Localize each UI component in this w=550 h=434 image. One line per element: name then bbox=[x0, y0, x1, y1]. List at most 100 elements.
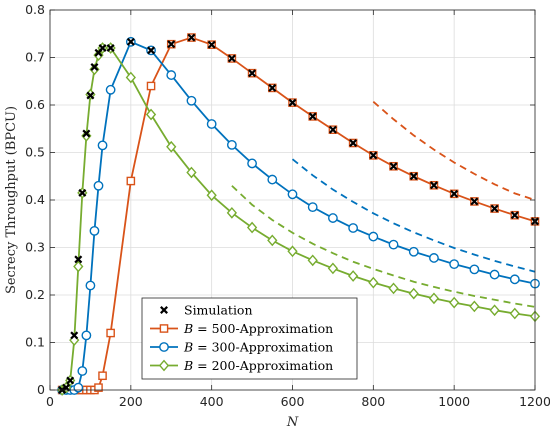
y-tick-label: 0.6 bbox=[25, 97, 45, 112]
data-point bbox=[66, 376, 75, 385]
legend: Simulation B = 500-Approximation B = 300-A… bbox=[141, 297, 358, 380]
data-point bbox=[347, 270, 359, 282]
data-point bbox=[78, 188, 87, 197]
data-point bbox=[450, 189, 459, 198]
x-tick-label: 400 bbox=[200, 394, 224, 409]
data-point bbox=[328, 213, 338, 223]
data-point bbox=[145, 108, 157, 121]
y-tick-label: 0.5 bbox=[25, 145, 45, 160]
data-point bbox=[267, 234, 278, 247]
data-point bbox=[388, 282, 399, 295]
legend-entry: B = 200-Approximation bbox=[150, 358, 333, 373]
x-tick-label: 200 bbox=[119, 394, 143, 409]
data-point bbox=[186, 166, 197, 179]
y-tick-label: 0.8 bbox=[25, 2, 45, 17]
data-point bbox=[125, 71, 136, 84]
legend-label: B = 300-Approximation bbox=[183, 340, 333, 355]
data-point bbox=[82, 129, 91, 138]
data-point bbox=[368, 276, 379, 289]
data-point bbox=[106, 44, 115, 52]
data-point bbox=[94, 383, 103, 392]
data-point bbox=[509, 274, 520, 285]
data-point bbox=[146, 81, 156, 91]
data-point bbox=[206, 119, 217, 129]
data-point bbox=[89, 63, 100, 76]
data-point bbox=[187, 33, 196, 42]
x-tick-label: 0 bbox=[46, 394, 54, 409]
data-point bbox=[81, 130, 92, 142]
data-point bbox=[409, 172, 418, 181]
data-point bbox=[98, 371, 107, 381]
x-tick-label: 1000 bbox=[438, 394, 470, 409]
series-x bbox=[58, 33, 539, 394]
legend-entry: B = 500-Approximation bbox=[150, 321, 333, 336]
data-point bbox=[389, 162, 398, 171]
data-point bbox=[308, 112, 317, 121]
data-point bbox=[97, 140, 108, 151]
data-series bbox=[56, 33, 541, 396]
data-point bbox=[268, 83, 277, 92]
data-point bbox=[105, 84, 116, 95]
data-point bbox=[73, 260, 84, 273]
data-point bbox=[449, 296, 460, 309]
data-point bbox=[248, 69, 257, 78]
data-point bbox=[126, 176, 136, 186]
data-point bbox=[207, 40, 216, 49]
legend-marker bbox=[160, 306, 168, 314]
legend-entry: Simulation bbox=[160, 303, 253, 318]
data-point bbox=[167, 40, 176, 49]
legend-label: B = 200-Approximation bbox=[183, 358, 333, 373]
x-tick-label: 600 bbox=[281, 394, 305, 409]
legend-marker bbox=[158, 359, 170, 372]
y-tick-label: 0.7 bbox=[25, 50, 45, 65]
data-point bbox=[70, 331, 79, 340]
data-point bbox=[93, 180, 104, 191]
data-point bbox=[89, 225, 100, 236]
asymptote-line bbox=[372, 101, 536, 201]
data-point bbox=[206, 189, 217, 202]
data-point bbox=[77, 366, 88, 376]
data-point bbox=[73, 382, 84, 393]
data-point bbox=[86, 91, 95, 100]
y-tick-label: 0.3 bbox=[25, 240, 45, 255]
data-point bbox=[147, 46, 156, 55]
data-point bbox=[429, 253, 439, 263]
data-point bbox=[469, 264, 480, 275]
data-point bbox=[408, 246, 419, 257]
data-point bbox=[81, 330, 92, 341]
data-point bbox=[348, 223, 359, 233]
data-point bbox=[247, 158, 257, 169]
legend-label: Simulation bbox=[184, 303, 253, 318]
data-point bbox=[429, 181, 438, 190]
asymptote-line bbox=[231, 185, 536, 308]
data-point bbox=[226, 139, 237, 150]
y-tick-label: 0.1 bbox=[25, 335, 45, 350]
data-point bbox=[98, 44, 107, 52]
data-point bbox=[489, 269, 500, 280]
data-point bbox=[307, 202, 318, 213]
data-point bbox=[509, 307, 520, 320]
data-point bbox=[388, 239, 399, 250]
data-point bbox=[166, 70, 177, 80]
data-point bbox=[328, 125, 337, 134]
data-point bbox=[510, 211, 519, 220]
data-point bbox=[106, 328, 115, 338]
y-tick-label: 0.4 bbox=[25, 192, 45, 207]
legend-label: B = 500-Approximation bbox=[183, 321, 333, 336]
legend-marker bbox=[159, 324, 169, 333]
asymptote-line bbox=[291, 158, 536, 273]
data-point bbox=[226, 206, 238, 219]
data-point bbox=[368, 231, 379, 242]
x-axis-label: N bbox=[286, 415, 299, 430]
legend-entry: B = 300-Approximation bbox=[150, 340, 333, 355]
x-tick-label: 800 bbox=[361, 394, 385, 409]
data-point bbox=[126, 37, 135, 46]
data-point bbox=[166, 140, 177, 153]
y-tick-label: 0.2 bbox=[25, 287, 45, 302]
data-point bbox=[74, 255, 83, 264]
data-point bbox=[85, 280, 96, 291]
data-point bbox=[489, 304, 500, 317]
data-point bbox=[246, 221, 258, 234]
data-point bbox=[287, 189, 298, 200]
data-point bbox=[288, 98, 297, 107]
